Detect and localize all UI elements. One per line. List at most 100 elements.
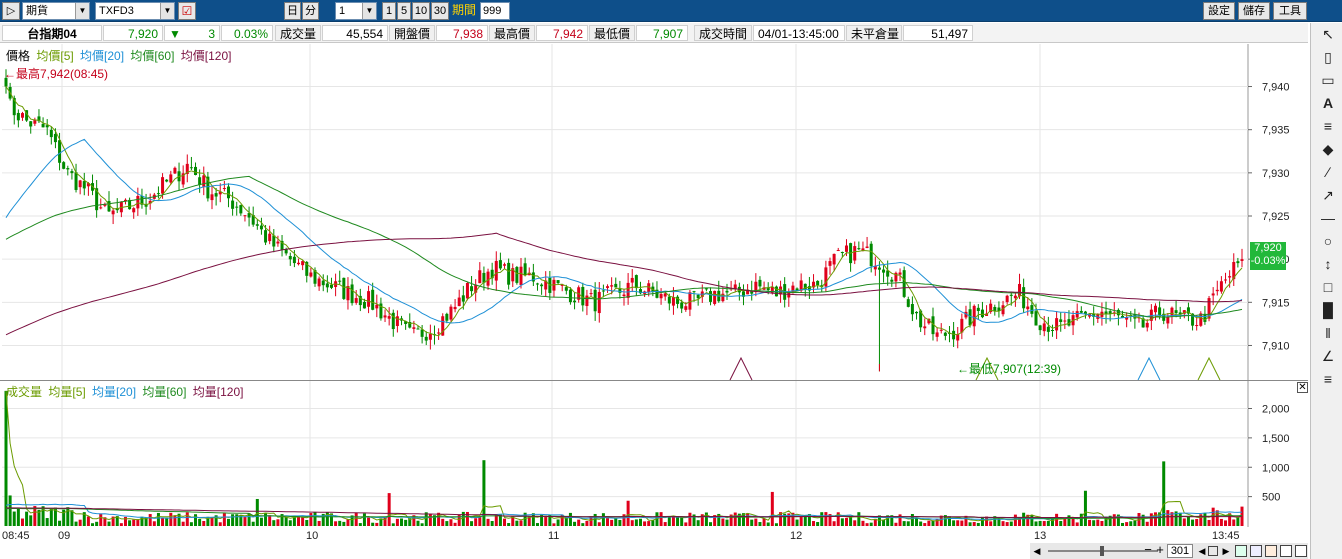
text-tool-icon[interactable]: A [1322,95,1334,111]
candle-body [1219,281,1223,292]
price-y-tick-label: 7,930 [1262,168,1290,180]
legend-vol-ma60: 均量[60] [142,385,187,399]
candle-body [1166,317,1170,324]
candle-body [1083,311,1087,314]
candle-body [387,316,391,319]
candle-body [449,306,453,320]
vertical-arrow-icon[interactable]: ↕ [1324,256,1332,272]
volume-bar [1224,520,1228,526]
volume-bar [700,514,704,526]
candle-body [585,295,589,307]
candle-body [247,213,251,218]
interval-30-button[interactable]: 30 [431,2,449,20]
volume-bar [123,516,127,526]
fan-tool-icon[interactable]: ∠ [1321,348,1335,364]
volume-bar [70,510,74,526]
volume-bar [424,512,428,526]
symbol-select[interactable]: TXFD3 ▼ [95,2,175,20]
chevron-down-icon[interactable]: ▼ [160,3,174,19]
interval-select[interactable]: 1 ▼ [335,2,377,20]
price-chart-pane[interactable]: 7,910 7,915 7,920 7,925 7,930 7,935 7,940 價格 均… [0,44,1308,381]
market-select[interactable]: 期貨 ▼ [22,2,90,20]
volume-bar [329,513,333,526]
save-image-icon[interactable] [1250,545,1262,557]
candle-body [140,195,144,205]
eraser-one-icon[interactable]: ▯ [1324,49,1332,65]
zoom-out-icon[interactable]: − [1144,542,1152,557]
candle-body [338,280,342,282]
fibonacci-icon[interactable]: ≡ [1323,371,1333,387]
candle-body [103,204,107,206]
volume-bar [614,517,618,526]
candle-body [799,280,803,291]
horizontal-lines-icon[interactable]: ≡ [1323,118,1333,134]
period-day-button[interactable]: 日 [284,2,301,20]
bar-pattern-icon[interactable]: █ [1323,302,1333,318]
scroll-stop-icon[interactable] [1208,546,1218,556]
zoom-slider-handle[interactable] [1100,546,1104,556]
checkbox-icon[interactable]: ☑ [178,2,196,20]
print-icon[interactable] [1265,545,1277,557]
export-excel-icon[interactable] [1235,545,1247,557]
candle-body [1018,283,1022,297]
interval-1-button[interactable]: 1 [382,2,396,20]
chevron-down-icon[interactable]: ▼ [75,3,89,19]
candle-body [610,285,614,287]
parallel-lines-icon[interactable]: ‖ [1325,325,1331,341]
volume-bar [1112,514,1116,526]
time-axis-tick-label: 11 [548,530,559,542]
volume-bar [379,518,383,526]
interval-10-button[interactable]: 10 [412,2,430,20]
cursor-icon[interactable]: ↖ [1322,26,1334,42]
period-minute-button[interactable]: 分 [302,2,319,20]
volume-bar [972,522,976,526]
candle-body [395,316,399,327]
candle-body [1108,311,1112,314]
candle-body [692,291,696,293]
candle-body [935,332,939,337]
eraser-all-icon[interactable]: ▭ [1321,72,1335,88]
volume-bar [1166,510,1170,526]
fullscreen-icon[interactable] [1295,545,1307,557]
scroll-prev-icon[interactable]: ◀ [1198,546,1206,556]
close-pane-icon[interactable]: ✕ [1297,382,1308,393]
candle-body [1059,319,1063,323]
candle-marker-icon[interactable]: □ [1323,279,1333,295]
volume-bar [1063,518,1067,526]
scroll-next-icon[interactable]: ▶ [1222,546,1230,556]
save-button[interactable]: 儲存 [1238,2,1270,20]
interval-5-button[interactable]: 5 [397,2,411,20]
settings-button[interactable]: 設定 [1203,2,1235,20]
bar-count-input[interactable]: 301 [1167,544,1193,558]
scroll-left-icon[interactable]: ◀ [1033,546,1041,556]
candle-body [812,281,816,288]
candle-body [840,251,844,254]
volume-bar [177,513,181,526]
arrow-tool-icon[interactable]: ↗ [1322,187,1334,203]
volume-bar [156,512,160,526]
candle-body [663,293,667,297]
chevron-down-icon[interactable]: ▼ [362,3,376,19]
candle-body [404,321,408,324]
tools-button[interactable]: 工具 [1273,2,1307,20]
range-input[interactable]: 999 [480,2,510,20]
chart-type-icon[interactable] [1280,545,1292,557]
candle-body [82,181,86,189]
zoom-in-icon[interactable]: + [1156,542,1164,557]
line-tool-icon[interactable]: ∕ [1326,164,1330,180]
play-icon[interactable]: ▷ [2,2,20,20]
circle-tool-icon[interactable]: ○ [1323,233,1333,249]
volume-bar [507,523,511,526]
tag-icon[interactable]: ◆ [1322,141,1334,157]
volume-bar [939,515,943,526]
volume-bar [1219,518,1223,526]
candle-body [119,201,123,213]
volume-bar [103,517,107,526]
volume-bar [647,521,651,526]
volume-bar [1133,520,1137,526]
volume-bar [606,518,610,526]
legend-ma20: 均價[20] [80,49,125,63]
horizontal-line-icon[interactable]: — [1321,210,1335,226]
volume-chart-pane[interactable]: 500 1,000 1,500 2,000 成交量 均量[5] 均量[20] 均量[6… [0,381,1308,541]
candle-body [1178,312,1182,315]
